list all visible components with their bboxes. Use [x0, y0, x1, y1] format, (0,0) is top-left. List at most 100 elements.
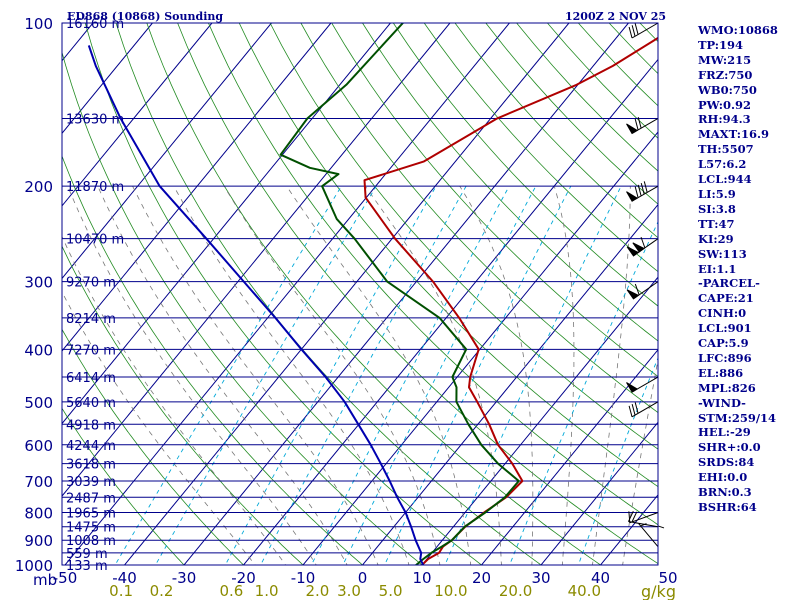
sounding-index: MAXT:16.9: [698, 127, 769, 142]
height-label: 1965 m: [66, 507, 116, 522]
sounding-index: EI:1.1: [698, 261, 737, 276]
wind-barb: [638, 523, 659, 547]
sounding-index: MW:215: [698, 52, 752, 67]
sounding-index: EL:886: [698, 365, 744, 380]
sounding-index: BSHR:64: [698, 500, 757, 514]
chart-datetime: 1200Z 2 NOV 25: [565, 10, 666, 23]
temperature-tick-label: 50: [658, 569, 677, 587]
pressure-tick-label: 100: [24, 15, 53, 33]
moist-adiabat-line: [553, 186, 575, 565]
mixing-ratio-line: [509, 220, 658, 565]
temperature-tick-label: -50: [53, 569, 78, 587]
dry-adiabat-line: [177, 23, 658, 565]
wind-barb: [626, 117, 659, 135]
temperature-tick-label: 30: [531, 569, 550, 587]
height-label: 6414 m: [66, 371, 116, 386]
sounding-index: TT:47: [698, 216, 735, 231]
sounding-index: L57:6.2: [698, 157, 747, 172]
moist-adiabat-line: [62, 291, 256, 565]
sounding-index: SRDS:84: [698, 455, 755, 470]
temperature-tick-label: -20: [231, 569, 256, 587]
height-label: 11870 m: [66, 180, 124, 195]
isotherm-line: [62, 23, 332, 352]
height-label: 4244 m: [66, 439, 116, 454]
temperature-tick-label: -10: [291, 569, 316, 587]
moist-adiabat-line: [132, 186, 379, 565]
grid-lines: [62, 23, 658, 565]
height-label: 16160 m: [66, 17, 124, 32]
parcel-trace: [87, 45, 425, 565]
mixing-ratio-label: 0.2: [150, 582, 174, 600]
temperature-tick-label: -40: [112, 569, 137, 587]
pressure-tick-label: 400: [24, 341, 53, 359]
mixing-ratio-line: [577, 356, 658, 565]
mixing-ratio-line: [154, 185, 377, 565]
mixing-ratio-label: 40.0: [568, 582, 601, 600]
moist-adiabat-line: [97, 186, 348, 565]
wind-barb: [628, 511, 659, 528]
dry-adiabat-line: [238, 23, 658, 488]
sounding-index: CAPE:21: [698, 291, 754, 306]
sounding-series: [87, 23, 658, 565]
dry-adiabat-line: [62, 154, 364, 565]
moist-adiabat-line: [223, 185, 441, 565]
pressure-tick-label: 300: [24, 274, 53, 292]
pressure-tick-label: 800: [24, 505, 53, 523]
isotherm-line: [64, 23, 510, 565]
dry-adiabat-line: [84, 23, 483, 565]
sounding-index: -PARCEL-: [698, 276, 760, 291]
sounding-index: HEL:-29: [698, 425, 751, 440]
mixing-ratio-label: 20.0: [499, 582, 532, 600]
sounding-index: STM:259/14: [698, 410, 777, 425]
height-labels: 16160 m 13630 m 11870 m 10470 m 9270 m 8214 m…: [66, 17, 124, 574]
wind-barb: [628, 22, 659, 39]
dry-adiabat-line: [208, 23, 658, 526]
dry-adiabat-line: [62, 245, 304, 565]
isotherm-line: [62, 23, 272, 280]
dry-adiabat-line: [115, 23, 542, 565]
sounding-indices-panel: WMO:10868 TP:194 MW:215 FRZ:750 WB0:750 PW:0.…: [698, 23, 800, 515]
isotherm-line: [183, 23, 629, 565]
isotherm-line: [421, 276, 658, 565]
height-label: 1008 m: [66, 534, 116, 549]
mixing-ratio-unit-label: g/kg: [641, 582, 676, 600]
temperature-tick-label: 40: [591, 569, 610, 587]
mixing-ratio-label: 1.0: [255, 582, 279, 600]
dry-adiabat-line: [392, 23, 658, 307]
temperature-tick-label: 10: [412, 569, 431, 587]
wind-barb: [626, 281, 659, 300]
mixing-ratio-line: [444, 185, 622, 565]
dry-adiabat-line: [300, 23, 658, 414]
sounding-index: BRN:0.3: [698, 485, 752, 500]
moist-adiabat-line: [364, 185, 502, 565]
mixing-ratio-line: [224, 185, 437, 565]
mixing-ratio-label: 0.6: [219, 582, 243, 600]
height-label: 4918 m: [66, 418, 116, 433]
dry-adiabat-line: [62, 407, 185, 565]
moist-adiabat-line: [62, 235, 287, 565]
height-label: 13630 m: [66, 112, 124, 127]
mixing-ratio-label: 3.0: [337, 582, 361, 600]
height-label: 9270 m: [66, 276, 116, 291]
sounding-index: TP:194: [698, 37, 744, 52]
height-label: 10470 m: [66, 233, 124, 248]
sounding-index: CINH:0: [698, 306, 747, 321]
dewpoint-trace: [279, 23, 520, 565]
wind-barb: [626, 376, 659, 393]
wind-barbs: [626, 22, 665, 553]
mixing-ratio-line: [310, 185, 510, 565]
mixing-ratio-line: [114, 185, 342, 565]
sounding-index: RH:94.3: [698, 112, 751, 127]
sounding-index: WMO:10868: [698, 23, 778, 37]
wind-barb: [626, 236, 659, 257]
moist-adiabat-line: [67, 186, 317, 565]
sounding-index: PW:0.92: [698, 97, 752, 112]
sounding-index: LI:5.9: [698, 186, 736, 201]
mixing-ratio-label: 10.0: [434, 582, 467, 600]
isotherm-line: [62, 23, 391, 425]
pressure-tick-labels: 100 200 300 400 500 600 700 800 900 1000: [15, 15, 53, 575]
moist-adiabat-line: [173, 186, 410, 565]
sounding-index: KI:29: [698, 231, 734, 246]
height-label: 2487 m: [66, 491, 116, 506]
